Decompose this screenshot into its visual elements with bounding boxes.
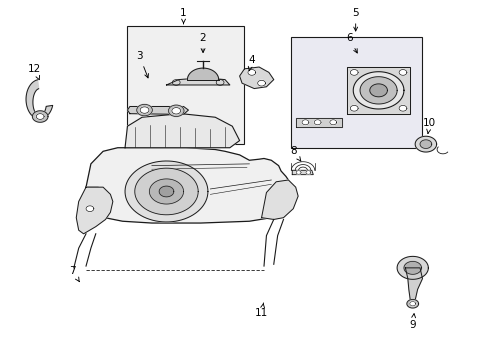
- Polygon shape: [419, 140, 431, 148]
- Polygon shape: [403, 261, 421, 274]
- Polygon shape: [86, 206, 94, 212]
- Text: 10: 10: [423, 118, 435, 134]
- Text: 11: 11: [254, 303, 267, 318]
- Polygon shape: [135, 168, 198, 215]
- Polygon shape: [239, 67, 273, 89]
- Text: 6: 6: [346, 33, 357, 53]
- Text: 7: 7: [69, 266, 79, 282]
- Text: 3: 3: [136, 51, 148, 78]
- Polygon shape: [86, 148, 293, 223]
- Polygon shape: [302, 120, 308, 125]
- Text: 4: 4: [248, 55, 255, 71]
- Polygon shape: [296, 171, 301, 174]
- Polygon shape: [405, 268, 422, 300]
- Text: 9: 9: [408, 314, 415, 330]
- Polygon shape: [26, 80, 53, 119]
- Circle shape: [168, 105, 183, 117]
- Text: 12: 12: [28, 64, 41, 80]
- Polygon shape: [359, 77, 396, 104]
- Polygon shape: [369, 84, 386, 97]
- Polygon shape: [292, 170, 313, 175]
- Polygon shape: [349, 105, 357, 111]
- Polygon shape: [125, 161, 207, 222]
- Circle shape: [140, 107, 149, 113]
- Polygon shape: [166, 78, 229, 85]
- Polygon shape: [314, 120, 321, 125]
- Polygon shape: [409, 302, 415, 306]
- Polygon shape: [349, 69, 357, 75]
- Circle shape: [171, 108, 180, 114]
- Polygon shape: [329, 120, 336, 125]
- Text: 8: 8: [289, 146, 301, 161]
- Bar: [290, 37, 422, 148]
- Polygon shape: [125, 114, 239, 148]
- Circle shape: [137, 104, 152, 116]
- Polygon shape: [261, 180, 298, 220]
- Polygon shape: [187, 68, 218, 80]
- Polygon shape: [398, 105, 406, 111]
- Polygon shape: [398, 69, 406, 75]
- Polygon shape: [127, 107, 188, 114]
- Polygon shape: [32, 111, 48, 122]
- Polygon shape: [36, 114, 44, 120]
- Polygon shape: [247, 69, 255, 75]
- Polygon shape: [305, 171, 310, 174]
- Polygon shape: [257, 80, 265, 86]
- Polygon shape: [295, 118, 341, 127]
- Polygon shape: [149, 179, 183, 204]
- Text: 2: 2: [199, 33, 206, 53]
- Polygon shape: [76, 187, 113, 234]
- Bar: [127, 26, 244, 144]
- Polygon shape: [406, 300, 418, 308]
- Text: 1: 1: [180, 8, 186, 24]
- Polygon shape: [396, 256, 427, 279]
- Polygon shape: [346, 67, 409, 114]
- Polygon shape: [414, 136, 436, 152]
- Text: 5: 5: [352, 8, 358, 31]
- Polygon shape: [159, 186, 173, 197]
- Polygon shape: [352, 72, 403, 109]
